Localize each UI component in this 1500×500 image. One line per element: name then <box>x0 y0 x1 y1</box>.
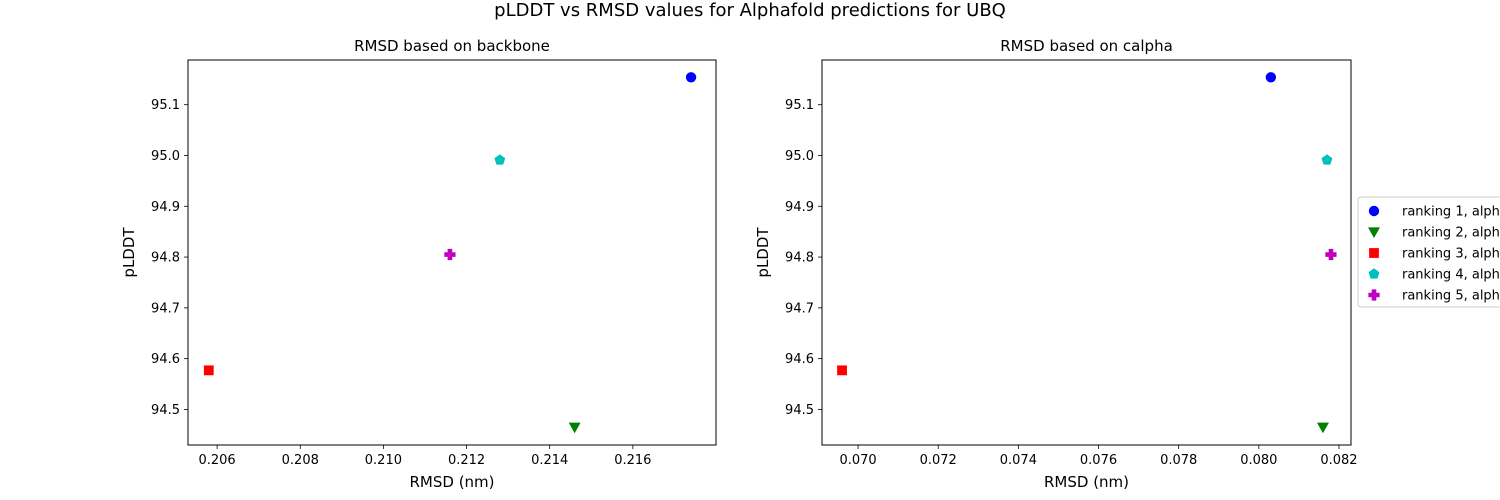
x-tick-label: 0.208 <box>282 453 319 468</box>
x-tick-label: 0.210 <box>365 453 402 468</box>
y-tick-label: 94.8 <box>151 251 180 266</box>
legend-entry-label: ranking 4, alph <box>1402 268 1500 283</box>
data-point-series-2 <box>568 422 581 434</box>
plots-layer: RMSD based on backbone 0.206 0.208 0.210 0.2… <box>120 37 1500 491</box>
legend-marker <box>1368 268 1380 279</box>
x-tick-label: 0.080 <box>1240 453 1277 468</box>
x-tick-label: 0.216 <box>614 453 651 468</box>
data-point-series-3 <box>837 365 847 376</box>
x-axis-label: RMSD (nm) <box>409 473 494 491</box>
data-point-series-1 <box>1265 72 1277 83</box>
axes-frame <box>187 59 717 446</box>
x-tick-label: 0.078 <box>1160 453 1197 468</box>
y-tick-label: 94.5 <box>151 403 180 418</box>
x-tick-label: 0.212 <box>448 453 485 468</box>
x-tick-label: 0.076 <box>1080 453 1117 468</box>
x-axis-label: RMSD (nm) <box>1044 473 1129 491</box>
x-tick-label: 0.074 <box>1000 453 1037 468</box>
y-tick-label: 94.6 <box>785 352 814 367</box>
y-tick-label: 95.1 <box>151 98 180 113</box>
y-axis-label: pLDDT <box>754 227 772 278</box>
data-point-series-4 <box>1321 154 1333 165</box>
y-tick-label: 94.7 <box>151 301 180 316</box>
y-tick-label: 94.7 <box>785 301 814 316</box>
x-tick-label: 0.082 <box>1320 453 1357 468</box>
legend: ranking 1, alph ranking 2, alph ranking 3,… <box>1357 196 1500 308</box>
y-tick-label: 95.0 <box>151 149 180 164</box>
legend-marker <box>1369 248 1379 258</box>
y-tick-label: 95.1 <box>785 98 814 113</box>
legend-marker <box>1368 227 1380 239</box>
legend-entry-label: ranking 2, alph <box>1402 226 1500 241</box>
x-tick-label: 0.072 <box>920 453 957 468</box>
y-tick-label: 94.8 <box>785 251 814 266</box>
y-tick-label: 94.9 <box>785 200 814 215</box>
subplot-title: RMSD based on backbone <box>354 37 550 55</box>
y-axis-label: pLDDT <box>120 227 138 278</box>
axes-frame <box>821 59 1352 446</box>
legend-entry-label: ranking 3, alph <box>1402 247 1500 262</box>
subplot-title: RMSD based on calpha <box>1000 37 1173 55</box>
figure-title: pLDDT vs RMSD values for Alphafold predi… <box>494 0 1006 21</box>
subplot-1: RMSD based on backbone 0.206 0.208 0.210 0.2… <box>120 37 717 491</box>
y-tick-label: 95.0 <box>785 149 814 164</box>
legend-entry-label: ranking 5, alph <box>1402 289 1500 304</box>
data-point-series-4 <box>494 154 506 165</box>
y-tick-label: 94.6 <box>151 352 180 367</box>
legend-box <box>1357 196 1500 308</box>
data-point-series-2 <box>1316 422 1329 434</box>
data-point-series-3 <box>203 365 214 376</box>
data-point-series-5 <box>1325 248 1337 261</box>
legend-marker <box>1368 289 1380 301</box>
x-tick-label: 0.206 <box>198 453 235 468</box>
data-point-series-1 <box>685 72 697 83</box>
y-tick-label: 94.5 <box>785 403 814 418</box>
x-tick-label: 0.214 <box>531 453 568 468</box>
legend-entry-label: ranking 1, alph <box>1402 205 1500 220</box>
subplot-2: RMSD based on calpha 0.070 0.072 0.074 0.076… <box>754 37 1500 491</box>
x-tick-label: 0.070 <box>839 453 876 468</box>
legend-marker <box>1368 205 1380 217</box>
y-tick-label: 94.9 <box>151 200 180 215</box>
data-point-series-5 <box>444 248 456 261</box>
